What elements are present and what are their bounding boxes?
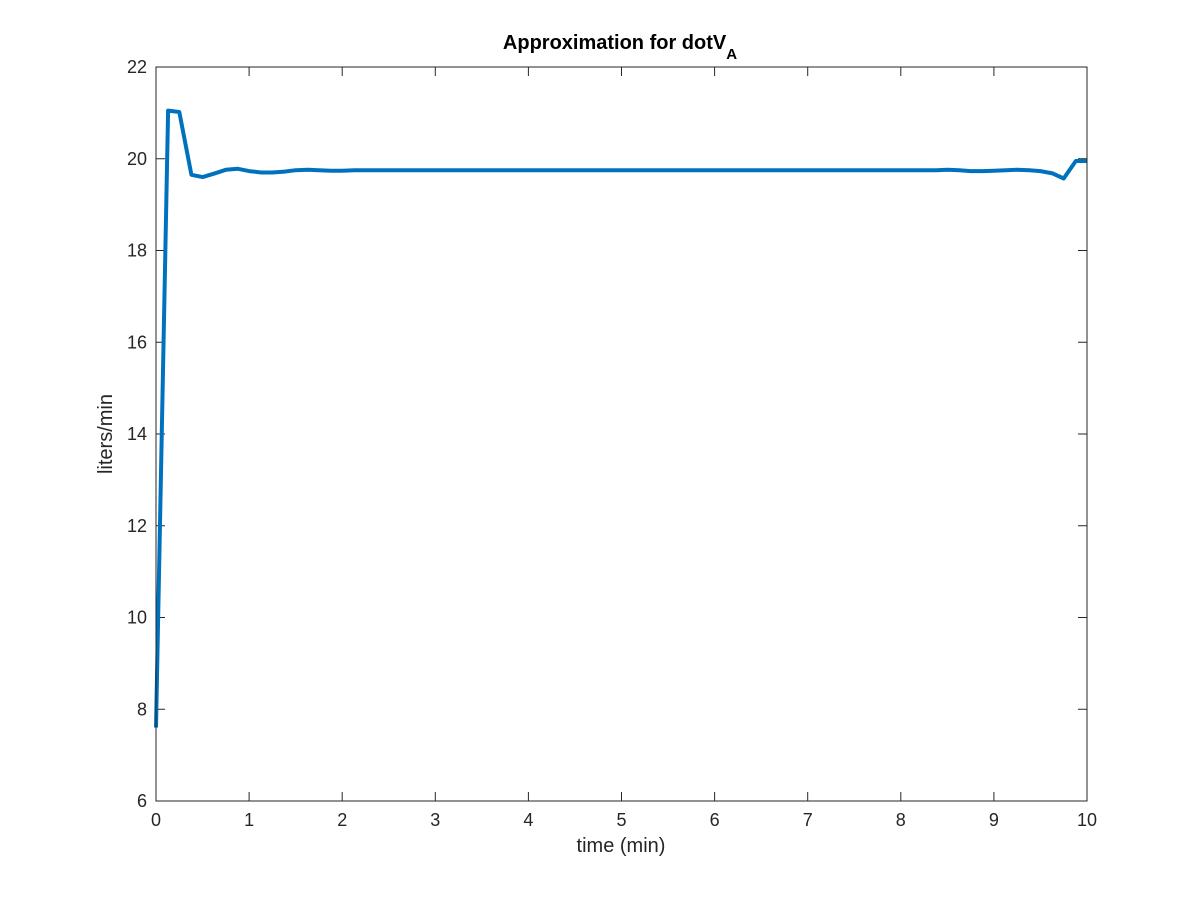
series-layer [154,108,1087,728]
y-tick-label: 22 [127,57,147,77]
x-axis-label: time (min) [577,835,666,857]
y-tick-label: 10 [127,608,147,628]
x-tick-label: 4 [523,810,533,830]
x-tick-label: 1 [244,810,254,830]
x-tick-label: 6 [710,810,720,830]
x-tick-label: 8 [896,810,906,830]
y-tick-label: 8 [137,699,147,719]
series-line-0 [154,108,1087,728]
x-tick-label: 5 [616,810,626,830]
y-tick-label: 6 [137,791,147,811]
chart-title-subscript: A [726,46,737,63]
x-tick-label: 9 [989,810,999,830]
x-tick-label: 2 [337,810,347,830]
plot-area [156,67,1087,801]
y-tick-label: 20 [127,149,147,169]
chart-title-main: Approximation for dotV [503,32,727,54]
x-tick-label: 0 [151,810,161,830]
x-tick-label: 3 [430,810,440,830]
x-tick-label: 7 [803,810,813,830]
y-tick-label: 14 [127,424,147,444]
y-tick-label: 16 [127,332,147,352]
y-axis-label: liters/min [95,394,117,474]
chart-title: Approximation for dotVA [503,32,737,63]
x-tick-label: 10 [1077,810,1097,830]
axes-box [155,66,1088,802]
y-tick-label: 12 [127,516,147,536]
y-tick-label: 18 [127,241,147,261]
